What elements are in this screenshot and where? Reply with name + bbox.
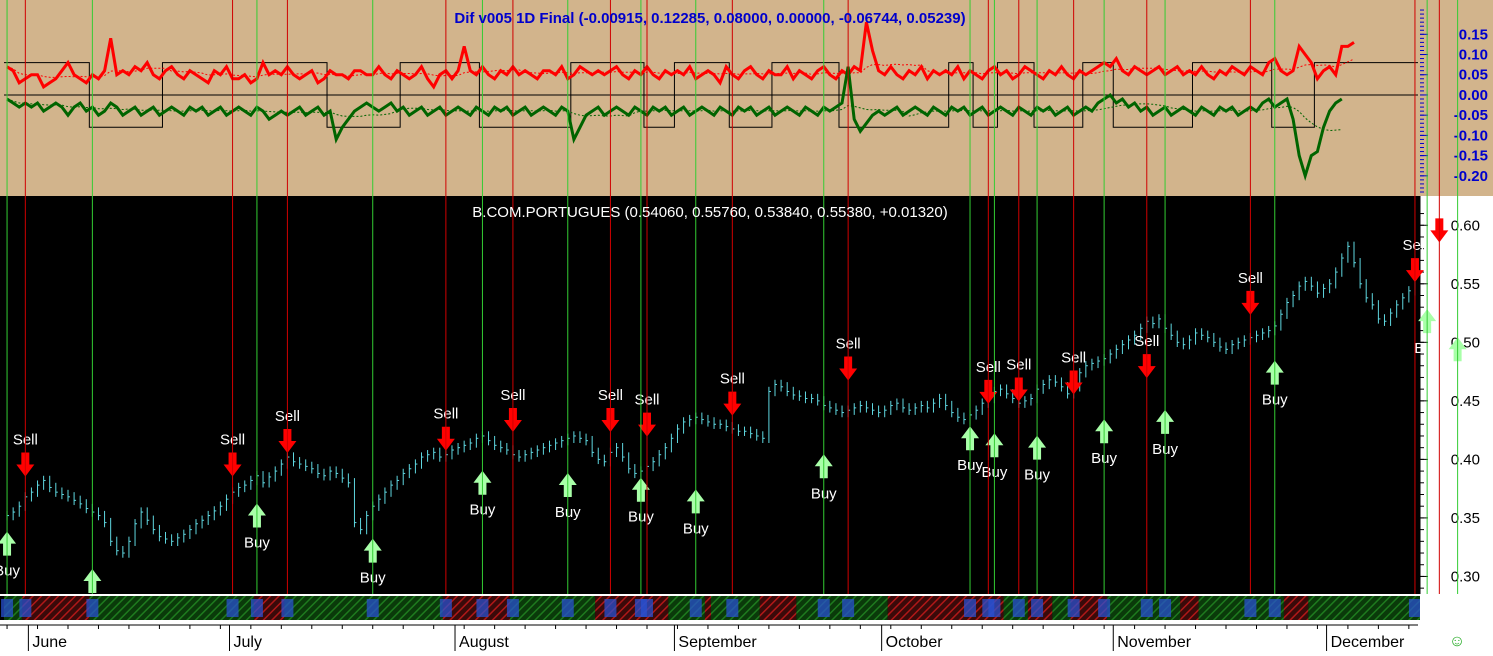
band-signal-marker [604, 599, 617, 617]
date-label: October [886, 634, 944, 651]
band-signal-marker [1140, 599, 1153, 617]
date-label: June [32, 634, 67, 651]
osc-red-series-line [6, 21, 1355, 90]
band-axis-background [1420, 596, 1493, 620]
band-signal-marker [86, 599, 99, 617]
signal-lines [6, 0, 1459, 594]
date-label: July [234, 634, 262, 651]
price-axis-background [1420, 196, 1493, 594]
osc-green-average-line [6, 98, 1342, 132]
band-signal-marker [1268, 599, 1281, 617]
osc-tick-label: -0.15 [1454, 148, 1488, 165]
band-signal-marker [842, 599, 855, 617]
oscillator-title: Dif v005 1D Final (-0.00915, 0.12285, 0.… [454, 10, 965, 27]
band-segment-green [796, 596, 888, 620]
date-axis-background [0, 622, 1493, 651]
buy-label: Buy [0, 563, 20, 580]
oscillator-panel: 0.15 0.10 0.05 0.00 -0.05 -0.10 -0.15 -0.20 [0, 0, 1493, 196]
band-segment-green [89, 596, 254, 620]
band-segment-red [442, 596, 510, 620]
band-segment-red [1180, 596, 1199, 620]
band-segment-green [1052, 596, 1071, 620]
band-signal-marker [689, 599, 702, 617]
band-signal-marker [1159, 599, 1172, 617]
band-signal-marker [439, 599, 452, 617]
price-tick-label: 0.45 [1451, 393, 1480, 410]
oscillator-background [0, 0, 1493, 196]
buy-arrow-icon [0, 531, 17, 556]
date-axis: June July August September October November De… [0, 622, 1493, 651]
band-signal-marker [19, 599, 32, 617]
band-segment-red [759, 596, 797, 620]
osc-square-wave [4, 62, 1418, 128]
price-title: B.COM.PORTUGUES (0.54060, 0.55760, 0.538… [472, 204, 947, 221]
price-background [0, 196, 1493, 594]
band-signal-marker [634, 599, 647, 617]
signal-status-band [0, 596, 1493, 620]
band-signal-marker [1408, 599, 1421, 617]
osc-tick-label: -0.05 [1454, 107, 1488, 124]
band-signal-marker [281, 599, 294, 617]
band-signal-marker [726, 599, 739, 617]
band-signal-marker [226, 599, 239, 617]
band-segment-red [1283, 596, 1309, 620]
osc-tick-label: 0.00 [1459, 87, 1488, 104]
band-signal-marker [366, 599, 379, 617]
osc-tick-label: -0.10 [1454, 127, 1488, 144]
price-tick-label: 0.30 [1451, 568, 1480, 585]
price-tick-label: 0.40 [1451, 451, 1480, 468]
band-signal-marker [1098, 599, 1111, 617]
buy-arrow-group: Buy [0, 531, 20, 580]
date-label: December [1331, 634, 1405, 651]
band-segment-green [284, 596, 443, 620]
osc-tick-label: -0.20 [1454, 168, 1488, 185]
band-signal-marker [964, 599, 977, 617]
smiley-icon[interactable]: ☺ [1449, 633, 1465, 650]
osc-green-series-line [6, 66, 1343, 182]
band-signal-marker [1031, 599, 1044, 617]
band-signal-marker [1, 599, 14, 617]
band-signal-marker [506, 599, 519, 617]
date-label: August [459, 634, 509, 651]
date-label: November [1117, 634, 1191, 651]
price-bars [6, 241, 1417, 558]
band-segment-red [704, 596, 711, 620]
band-signal-marker [476, 599, 489, 617]
band-signal-marker [817, 599, 830, 617]
band-segment-green [509, 596, 596, 620]
band-signal-marker [1244, 599, 1257, 617]
price-tick-label: 0.55 [1451, 276, 1480, 293]
osc-tick-label: 0.05 [1459, 67, 1488, 84]
band-signal-marker [1067, 599, 1080, 617]
band-segment-red [22, 596, 90, 620]
band-signal-marker [1012, 599, 1025, 617]
band-signal-marker [250, 599, 263, 617]
band-signal-marker [561, 599, 574, 617]
osc-tick-label: 0.10 [1459, 47, 1488, 64]
osc-tick-label: 0.15 [1459, 26, 1488, 43]
date-label: September [678, 634, 757, 651]
price-tick-label: 0.60 [1451, 217, 1480, 234]
band-signal-marker [988, 599, 1001, 617]
price-tick-label: 0.35 [1451, 510, 1480, 527]
